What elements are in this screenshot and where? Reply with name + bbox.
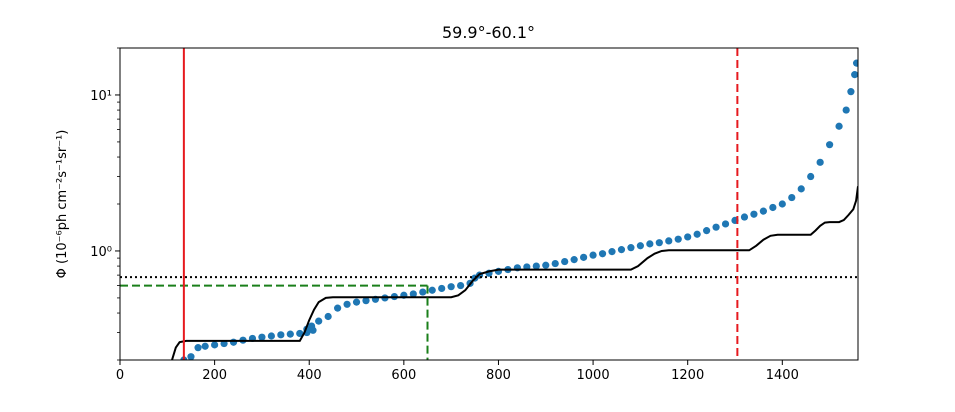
scatter-point	[826, 141, 834, 149]
scatter-point	[721, 220, 730, 228]
plot-area	[120, 48, 858, 360]
y-axis-label: Φ (10⁻⁶ph cm⁻²s⁻¹sr⁻¹)	[55, 130, 70, 279]
scatter-point	[419, 288, 427, 296]
scatter-point	[842, 106, 850, 114]
scatter-point	[194, 344, 202, 352]
y-tick-label: 10⁰	[90, 245, 112, 260]
chart-title: 59.9°-60.1°	[442, 23, 535, 42]
scatter-point	[362, 297, 370, 305]
scatter-point	[636, 242, 644, 250]
scatter-point	[769, 203, 777, 212]
scatter-point	[211, 341, 219, 349]
scatter-point	[807, 172, 815, 181]
scatter-series	[180, 59, 858, 360]
scatter-point	[617, 246, 626, 254]
scatter-point	[267, 332, 275, 340]
scatter-point	[759, 207, 767, 215]
x-tick-label: 1000	[577, 368, 610, 383]
scatter-point	[684, 233, 692, 241]
scatter-point	[201, 342, 209, 350]
scatter-point	[229, 338, 238, 346]
scatter-point	[447, 283, 455, 291]
scatter-point	[665, 237, 673, 245]
scatter-point	[674, 235, 682, 243]
scatter-point	[693, 230, 701, 238]
scatter-point	[438, 284, 446, 293]
x-tick-label: 200	[202, 368, 227, 383]
scatter-point	[851, 71, 858, 79]
scatter-point	[561, 257, 569, 266]
scatter-point	[797, 185, 805, 193]
scatter-point	[352, 298, 361, 306]
scatter-point	[187, 353, 195, 360]
scatter-point	[847, 88, 855, 96]
scatter-point	[703, 227, 711, 235]
scatter-point	[598, 250, 607, 258]
scatter-point	[286, 330, 294, 338]
x-tick-label: 800	[486, 368, 511, 383]
scatter-point	[258, 333, 266, 341]
scatter-point	[788, 193, 796, 202]
scatter-point	[428, 286, 436, 294]
plot-frame	[119, 47, 859, 361]
scatter-point	[532, 262, 540, 270]
scatter-point	[778, 200, 786, 208]
scatter-point	[750, 210, 758, 218]
scatter-point	[646, 240, 654, 248]
axes: 0 200 400 600 800 1000 1200 1400 10⁰ 10¹	[90, 47, 799, 383]
scatter-point	[835, 122, 843, 130]
x-tick-label: 600	[391, 368, 416, 383]
scatter-point	[580, 253, 588, 261]
scatter-point	[816, 158, 824, 166]
scatter-point	[589, 251, 597, 259]
scatter-point	[712, 223, 720, 231]
scatter-point	[334, 304, 342, 312]
scatter-point	[551, 259, 559, 268]
scatter-point	[296, 329, 304, 338]
scatter-point	[324, 312, 332, 321]
y-tick-label: 10¹	[90, 89, 112, 104]
scatter-point	[307, 322, 316, 330]
scatter-point	[409, 290, 417, 298]
scatter-point	[740, 213, 749, 221]
x-tick-label: 0	[116, 368, 124, 383]
scatter-point	[570, 256, 578, 264]
scatter-point	[627, 244, 635, 252]
scatter-point	[655, 239, 663, 247]
scatter-point	[315, 317, 323, 325]
scatter-point	[852, 59, 858, 67]
scatter-point	[277, 331, 285, 339]
step-curve	[171, 186, 858, 360]
x-tick-label: 1400	[766, 368, 799, 383]
x-tick-label: 400	[297, 368, 322, 383]
scatter-point	[608, 248, 616, 256]
scatter-point	[542, 261, 550, 269]
x-tick-label: 1200	[671, 368, 704, 383]
scatter-point	[457, 281, 465, 290]
scatter-point	[343, 300, 351, 308]
